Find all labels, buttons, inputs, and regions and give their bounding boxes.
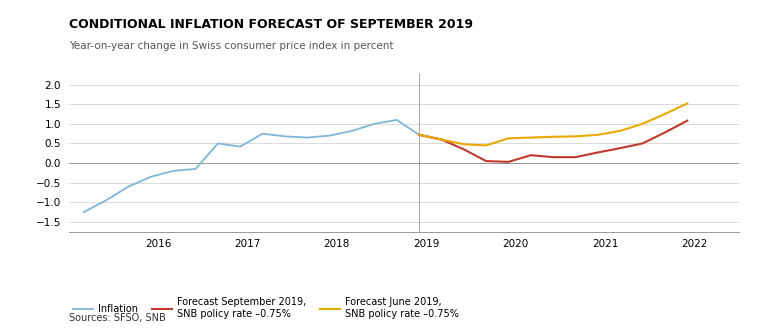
Text: CONDITIONAL INFLATION FORECAST OF SEPTEMBER 2019: CONDITIONAL INFLATION FORECAST OF SEPTEM… <box>69 18 472 31</box>
Text: Sources: SFSO, SNB: Sources: SFSO, SNB <box>69 313 165 323</box>
Legend: Inflation, Forecast September 2019,
SNB policy rate –0.75%, Forecast June 2019,
: Inflation, Forecast September 2019, SNB … <box>73 297 459 319</box>
Text: Year-on-year change in Swiss consumer price index in percent: Year-on-year change in Swiss consumer pr… <box>69 41 393 51</box>
